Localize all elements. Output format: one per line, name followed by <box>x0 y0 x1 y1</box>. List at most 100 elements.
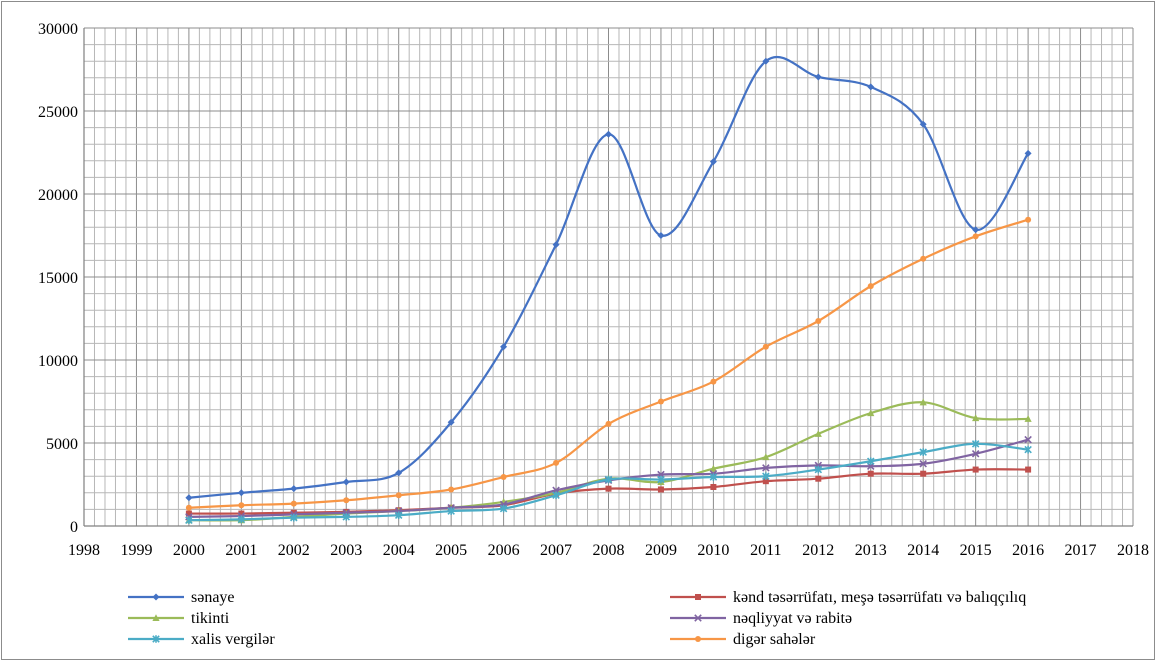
y-tick-label: 10000 <box>38 353 78 370</box>
grid <box>83 27 1134 527</box>
data-point <box>972 226 980 234</box>
data-point <box>290 509 297 516</box>
x-tick-label: 2018 <box>1117 542 1149 559</box>
data-point <box>185 504 192 511</box>
series-1 <box>185 55 1032 502</box>
x-tick-label: 2012 <box>802 542 834 559</box>
x-tick-label: 2013 <box>855 542 887 559</box>
data-point <box>447 507 455 515</box>
data-point <box>709 158 717 166</box>
data-point <box>343 497 350 504</box>
series-5 <box>185 440 1032 524</box>
legend-label: digər sahələr <box>733 631 816 648</box>
legend-label: xalis vergilər <box>191 631 275 648</box>
data-point <box>238 502 245 509</box>
data-point <box>762 472 770 480</box>
legend-marker <box>152 614 160 621</box>
data-point <box>710 483 717 490</box>
data-point <box>972 466 979 473</box>
y-tick-label: 25000 <box>38 104 78 121</box>
data-point <box>762 478 769 485</box>
y-tick-label: 15000 <box>38 270 78 287</box>
x-tick-label: 2002 <box>278 542 310 559</box>
data-point <box>448 486 455 493</box>
data-point <box>604 475 613 484</box>
x-tick-label: 2001 <box>225 542 257 559</box>
data-point <box>762 453 770 461</box>
data-point <box>552 241 560 249</box>
data-point <box>185 516 193 524</box>
data-point <box>709 464 717 472</box>
data-point <box>919 459 927 468</box>
data-point <box>657 232 665 239</box>
x-tick-label: 2011 <box>750 542 781 559</box>
data-point <box>395 492 402 499</box>
data-point <box>815 475 822 482</box>
data-point <box>867 83 875 91</box>
legend-marker <box>695 636 701 642</box>
legend-label: sənaye <box>191 589 235 606</box>
legend-item: nəqliyyat və rabitə <box>670 610 852 627</box>
x-tick-label: 2006 <box>488 542 520 559</box>
x-tick-label: 2016 <box>1012 542 1044 559</box>
data-point <box>499 504 508 513</box>
data-point <box>867 470 874 477</box>
data-point <box>814 430 822 437</box>
legend: sənaye kənd təsərrüfatı, meşə təsərrüfatı… <box>128 589 1026 648</box>
data-point <box>185 510 192 517</box>
legend-item: sənaye <box>128 589 235 606</box>
data-point <box>500 343 508 351</box>
data-point <box>605 485 612 492</box>
data-point <box>1025 216 1032 223</box>
data-point <box>1024 435 1032 444</box>
series-line <box>188 55 1030 499</box>
x-tick-label: 2017 <box>1065 542 1097 559</box>
data-point <box>919 120 927 128</box>
series-lines <box>185 55 1032 524</box>
data-point <box>814 465 823 474</box>
data-point <box>815 317 822 324</box>
data-point <box>762 57 770 65</box>
x-tick-label: 2000 <box>173 542 205 559</box>
legend-item: digər sahələr <box>670 631 816 648</box>
x-tick-label: 2014 <box>907 542 939 559</box>
data-point <box>971 440 980 448</box>
legend-marker <box>152 635 160 643</box>
x-tick-label: 2015 <box>960 542 992 559</box>
y-tick-label: 30000 <box>38 21 78 38</box>
x-tick-label: 2005 <box>435 542 467 559</box>
data-point <box>972 414 980 422</box>
legend-label: tikinti <box>191 610 230 627</box>
data-point <box>185 494 193 502</box>
legend-marker <box>694 614 702 622</box>
y-tick-label: 0 <box>70 519 78 536</box>
legend-marker <box>152 593 160 601</box>
data-point <box>290 500 297 507</box>
y-tick-label: 20000 <box>38 187 78 204</box>
x-tick-label: 2003 <box>330 542 362 559</box>
x-tick-label: 2009 <box>645 542 677 559</box>
data-point <box>919 448 927 456</box>
data-point <box>237 515 246 524</box>
axes <box>83 28 1133 527</box>
data-point <box>657 398 664 405</box>
legend-item: xalis vergilər <box>128 631 275 648</box>
legend-item: tikinti <box>128 610 230 627</box>
data-point <box>762 464 770 472</box>
data-point <box>971 450 980 458</box>
x-tick-label: 2004 <box>383 542 415 559</box>
tick-labels: 0 5000 10000 15000 20000 25000 30000 1998 1999 20… <box>38 21 1149 559</box>
data-point <box>605 130 612 138</box>
data-point <box>1025 466 1032 473</box>
y-tick-label: 5000 <box>46 436 78 453</box>
data-point <box>709 473 718 481</box>
data-point <box>395 469 403 477</box>
data-point <box>920 470 927 477</box>
data-point <box>342 513 351 521</box>
x-tick-label: 1999 <box>120 542 152 559</box>
data-point <box>657 486 664 493</box>
legend-marker <box>695 594 701 600</box>
data-point <box>866 457 875 466</box>
data-point <box>919 398 927 406</box>
